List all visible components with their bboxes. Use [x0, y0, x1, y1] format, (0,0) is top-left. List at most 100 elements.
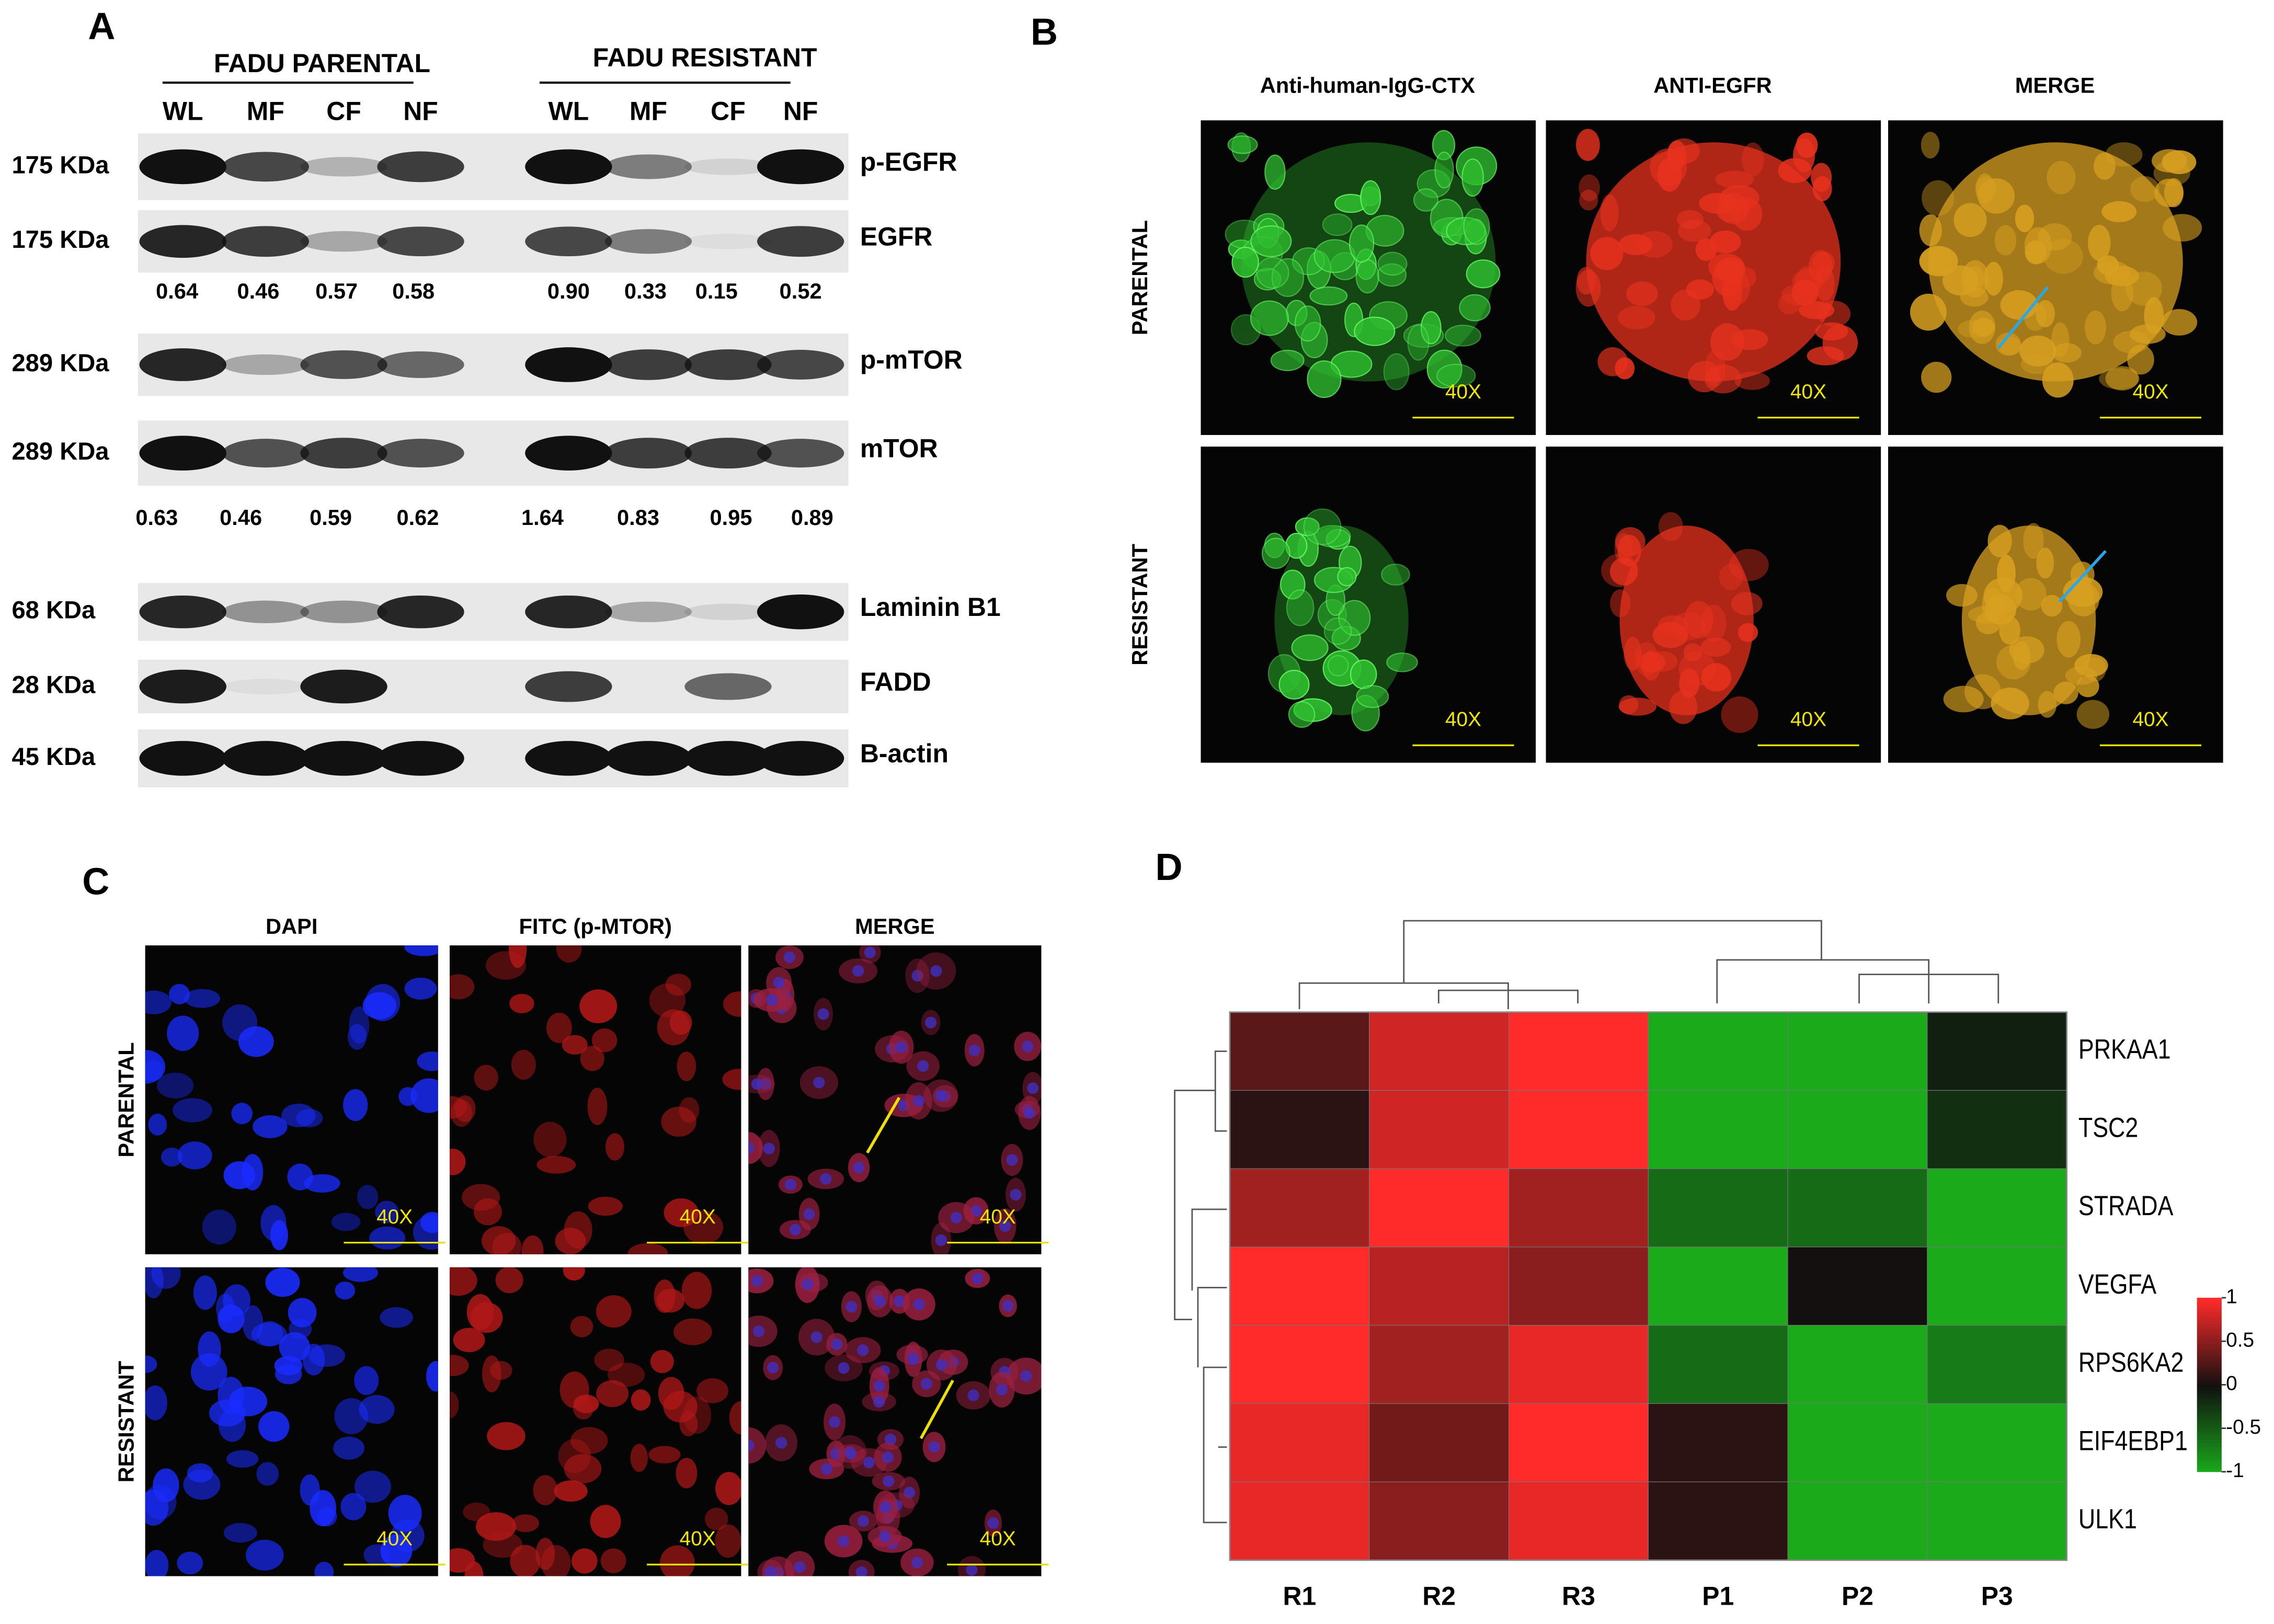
scale-label: 40X — [2132, 381, 2168, 403]
colorbar-segment — [2197, 1330, 2222, 1333]
scale-label: 40X — [980, 1206, 1016, 1228]
heatmap-cell — [1787, 1403, 1928, 1482]
cells — [449, 945, 741, 1254]
nucleus — [999, 1220, 1011, 1232]
cell — [1700, 637, 1731, 657]
cell — [314, 1561, 334, 1576]
cell — [2164, 178, 2184, 208]
cell — [1994, 225, 2017, 256]
scale-label: 40X — [1445, 708, 1481, 731]
cell — [1667, 138, 1700, 164]
colorbar-segment — [2197, 1402, 2222, 1405]
band — [377, 351, 464, 378]
cell — [265, 1267, 300, 1297]
cell — [1705, 349, 1726, 387]
nucleus — [748, 1142, 755, 1154]
cell — [533, 1475, 558, 1505]
cell — [679, 1411, 698, 1436]
cell — [256, 1462, 279, 1486]
cell — [483, 1531, 523, 1558]
heatmap-cell — [1229, 1481, 1370, 1561]
heatmap-cell — [1508, 1246, 1649, 1326]
band — [300, 350, 387, 379]
cell — [145, 1267, 164, 1299]
cell — [1709, 230, 1741, 254]
band — [139, 595, 226, 628]
dendrogram — [1716, 959, 1930, 1004]
cell — [1705, 364, 1742, 394]
nucleus — [1027, 1082, 1039, 1094]
nucleus — [857, 1515, 870, 1527]
heatmap-cell — [1369, 1168, 1510, 1248]
cell — [2074, 654, 2108, 677]
colorbar-segment — [2197, 1323, 2222, 1328]
cell — [1968, 605, 2008, 624]
cell — [1671, 289, 1700, 321]
cell — [1354, 316, 1396, 346]
nucleus — [972, 1272, 984, 1285]
sample-label: P1 — [1702, 1581, 1734, 1610]
cell — [2130, 176, 2159, 202]
row-label: RESISTANT — [113, 1361, 138, 1483]
cell — [1998, 337, 2022, 356]
cell — [198, 1331, 221, 1367]
cells — [1943, 523, 2110, 729]
cell — [510, 1545, 541, 1576]
column-header: Anti-human-IgG-CTX — [1260, 73, 1475, 97]
dendrogram — [1403, 920, 1822, 983]
cell — [449, 1548, 475, 1573]
cell — [1710, 323, 1744, 361]
colorbar-segment — [2197, 1381, 2222, 1385]
nucleus — [803, 1208, 815, 1220]
ratio: 0.15 — [695, 279, 738, 303]
cell — [2041, 594, 2063, 617]
nucleus — [920, 1378, 932, 1390]
colorbar-label: -0.5 — [2226, 1416, 2261, 1438]
cell — [1717, 193, 1750, 224]
colorbar-segment — [2197, 1469, 2222, 1472]
nucleus — [831, 1338, 843, 1351]
heatmap-cell — [1648, 1325, 1788, 1404]
nucleus — [817, 1008, 829, 1020]
arrow — [2058, 550, 2107, 603]
gene-label: EIF4EBP1 — [2078, 1426, 2188, 1456]
heatmap-border — [1229, 1011, 2068, 1561]
cell — [1337, 567, 1357, 587]
cell — [705, 1507, 728, 1530]
cell — [375, 1200, 399, 1223]
cell — [2056, 621, 2081, 658]
cell — [1791, 280, 1819, 306]
cells — [1225, 130, 1501, 398]
colorbar-segment — [2197, 1321, 2222, 1324]
cell — [449, 1148, 466, 1175]
cell — [1261, 537, 1290, 569]
cell — [2019, 335, 2056, 367]
cell — [420, 1211, 438, 1233]
cell — [696, 1378, 728, 1403]
colorbar-segment — [2197, 1370, 2222, 1374]
cell — [245, 1539, 284, 1571]
band — [525, 347, 612, 382]
cell — [1264, 154, 1286, 190]
nucleus — [1023, 1107, 1035, 1119]
cell — [308, 1344, 346, 1367]
nucleus — [925, 1016, 937, 1028]
ratio: 0.46 — [220, 505, 262, 530]
cell — [1683, 643, 1702, 662]
nucleus — [857, 1344, 869, 1356]
cell — [1590, 237, 1624, 270]
heatmap-cell — [1648, 1090, 1788, 1169]
heatmap-cell — [1787, 1090, 1928, 1169]
colorbar-segment — [2197, 1411, 2222, 1414]
arrow — [1997, 286, 2049, 349]
cell — [1413, 188, 1439, 212]
lane-label: MF — [630, 96, 667, 125]
cell — [404, 977, 437, 1000]
cell — [600, 1548, 626, 1573]
heatmap-cell — [1508, 1325, 1649, 1404]
band — [684, 741, 772, 776]
colorbar-segment — [2197, 1387, 2222, 1391]
cell — [2023, 523, 2044, 559]
cell — [1921, 132, 1940, 159]
cell — [1271, 258, 1305, 297]
